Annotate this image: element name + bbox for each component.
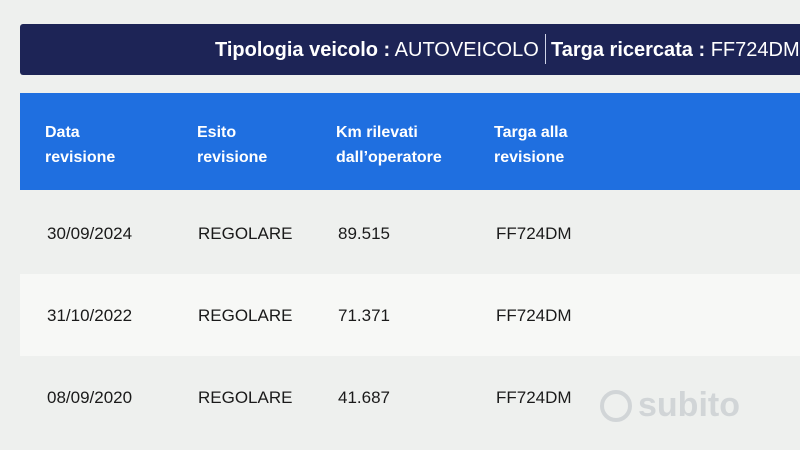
cell-plate: FF724DM [496,224,572,243]
cell-outcome: REGOLARE [198,306,293,325]
cell-km: 41.687 [338,388,390,407]
cell-outcome: REGOLARE [198,224,293,243]
cell-outcome: REGOLARE [198,388,293,407]
watermark-text: subito [638,386,740,424]
cell-date: 31/10/2022 [47,306,133,325]
column-header-plate: Targa alla revisione [494,124,568,166]
table-row: 31/10/2022 REGOLARE 71.371 FF724DM [20,274,800,356]
cell-plate: FF724DM [496,306,572,325]
vehicle-type-value: AUTOVEICOLO [394,39,539,61]
vehicle-type-label: Tipologia veicolo : [215,39,391,61]
vehicle-type: Tipologia veicolo : AUTOVEICOLO [215,39,539,62]
cell-date: 30/09/2024 [47,224,133,243]
cell-km: 71.371 [338,306,390,325]
column-header-km: Km rilevati dall’operatore [336,124,442,166]
searched-plate-label: Targa ricercata : [551,39,706,61]
subito-watermark: subito [600,386,740,425]
cell-date: 08/09/2020 [47,388,133,407]
column-header-date: Data revisione [45,124,116,166]
column-header-outcome: Esito revisione [197,124,268,166]
vehicle-info-bar: Tipologia veicolo : AUTOVEICOLO Targa ri… [20,24,800,75]
table-row: 08/09/2020 REGOLARE 41.687 FF724DM [20,356,800,438]
table-row: 30/09/2024 REGOLARE 89.515 FF724DM [20,192,800,274]
cell-km: 89.515 [338,224,390,243]
divider [545,34,546,64]
searched-plate: Targa ricercata : FF724DM [551,39,800,62]
subito-logo-icon [600,389,632,422]
cell-plate: FF724DM [496,388,572,407]
searched-plate-value: FF724DM [710,39,800,61]
table-header: Data revisione Esito revisione Km rilevati… [20,93,800,190]
